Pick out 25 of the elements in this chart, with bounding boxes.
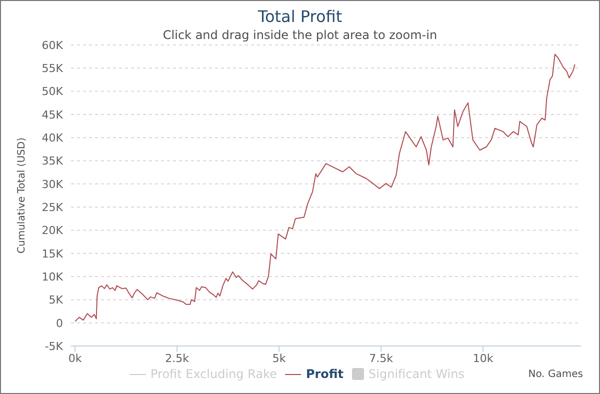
y-tick-label: 50K xyxy=(42,85,64,98)
x-tick-label: 2.5k xyxy=(165,352,190,365)
y-tick-label: 25K xyxy=(42,200,64,214)
y-tick-label: 0 xyxy=(56,316,63,330)
y-tick-label: 10K xyxy=(42,270,64,284)
y-tick-label: 60K xyxy=(42,38,64,52)
y-tick-label: 35K xyxy=(42,154,64,168)
y-tick-label: 15K xyxy=(42,247,64,260)
x-axis-title: No. Games xyxy=(528,369,583,380)
legend-label: Profit xyxy=(306,367,344,381)
y-axis-title: Cumulative Total (USD) xyxy=(16,137,28,254)
x-tick-label: 5k xyxy=(272,352,286,365)
y-tick-label: 55K xyxy=(42,62,64,76)
y-tick-label: 40K xyxy=(42,132,64,145)
chart-subtitle: Click and drag inside the plot area to zoom-in xyxy=(162,28,438,42)
y-tick-label: 5K xyxy=(48,294,64,307)
chart-title: Total Profit xyxy=(256,7,344,26)
y-tick-label: 30K xyxy=(42,178,64,191)
x-tick-label: 0k xyxy=(68,352,82,365)
y-tick-label: 20K xyxy=(42,224,64,238)
y-tick-label: -5K xyxy=(44,340,64,353)
x-tick-label: 7.5k xyxy=(369,352,394,365)
x-tick-label: 10k xyxy=(472,352,494,365)
line-series xyxy=(74,54,576,322)
y-tick-label: 45K xyxy=(42,108,64,122)
